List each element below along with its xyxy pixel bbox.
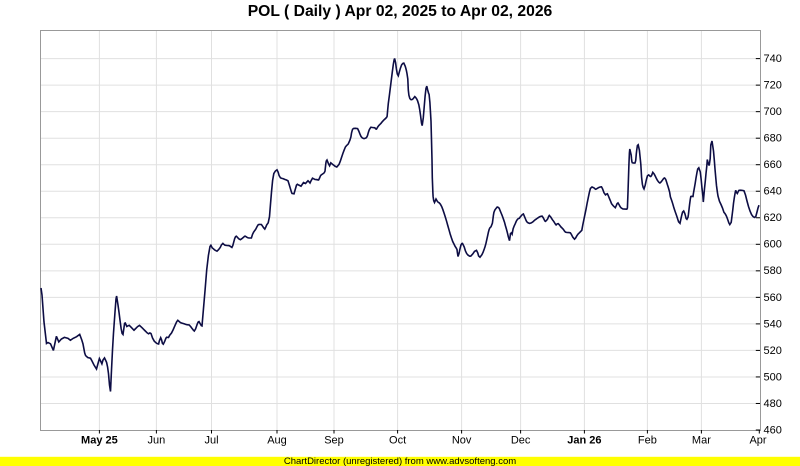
svg-text:500: 500 [764, 371, 782, 383]
svg-text:720: 720 [764, 80, 782, 92]
svg-text:Jul: Jul [204, 434, 218, 446]
svg-text:Nov: Nov [452, 434, 472, 446]
svg-text:480: 480 [764, 398, 782, 410]
svg-text:May 25: May 25 [81, 434, 118, 446]
svg-text:Jan 26: Jan 26 [567, 434, 601, 446]
svg-text:POL ( Daily ) Apr 02, 2025 to: POL ( Daily ) Apr 02, 2025 to Apr 02, 20… [248, 3, 553, 20]
svg-text:Feb: Feb [638, 434, 657, 446]
svg-text:Jun: Jun [148, 434, 166, 446]
svg-text:680: 680 [764, 133, 782, 145]
svg-text:520: 520 [764, 345, 782, 357]
svg-text:660: 660 [764, 159, 782, 171]
svg-text:580: 580 [764, 265, 782, 277]
svg-text:560: 560 [764, 292, 782, 304]
svg-text:540: 540 [764, 318, 782, 330]
svg-text:Oct: Oct [389, 434, 406, 446]
svg-text:Aug: Aug [267, 434, 287, 446]
svg-text:700: 700 [764, 106, 782, 118]
svg-text:ChartDirector (unregistered) f: ChartDirector (unregistered) from www.ad… [284, 456, 516, 466]
svg-text:Mar: Mar [692, 434, 711, 446]
svg-text:460: 460 [764, 424, 782, 436]
svg-text:740: 740 [764, 53, 782, 65]
svg-text:Sep: Sep [324, 434, 344, 446]
svg-text:600: 600 [764, 239, 782, 251]
svg-text:640: 640 [764, 186, 782, 198]
svg-text:Dec: Dec [511, 434, 531, 446]
svg-text:620: 620 [764, 212, 782, 224]
svg-text:Apr: Apr [749, 434, 766, 446]
